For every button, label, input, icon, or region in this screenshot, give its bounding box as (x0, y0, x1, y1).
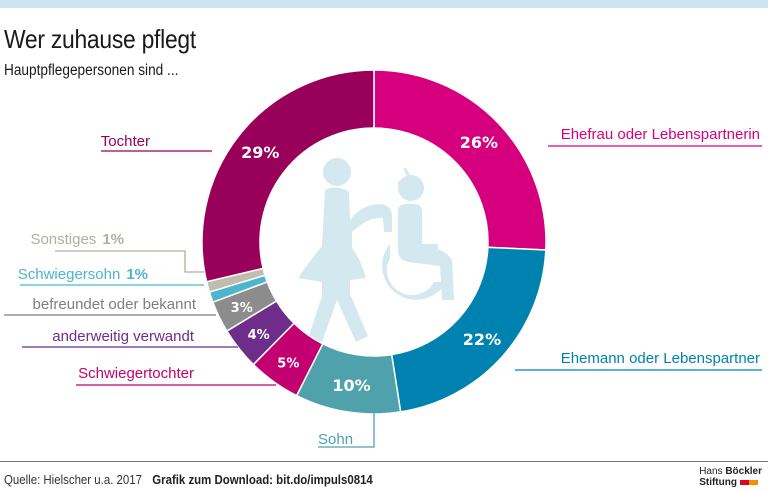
slice-value-sonstiges: 1% (102, 231, 124, 248)
caregiver-wheelchair-icon (298, 158, 454, 342)
slice-value-sohn: 10% (332, 376, 370, 395)
slice-label-anderweitig-verwandt: anderweitig verwandt (52, 328, 195, 345)
source-text: Quelle: Hielscher u.a. 2017 (4, 472, 142, 487)
slice-value-ehefrau-oder-lebenspartnerin: 26% (460, 133, 498, 152)
hans-boeckler-logo: Hans Böckler Stiftung (699, 466, 762, 488)
slice-label-sonstiges: Sonstiges 1% (30, 231, 124, 248)
slice-value-schwiegersohn: 1% (126, 266, 148, 283)
chart-subtitle: Hauptpflegepersonen sind ... (4, 62, 179, 79)
slice-value-ehemann-oder-lebenspartner: 22% (463, 330, 501, 349)
slice-value-befreundet-oder-bekannt: 3% (231, 301, 253, 316)
slice-value-schwiegertochter: 5% (277, 356, 299, 371)
slice-value-tochter: 29% (241, 143, 279, 162)
slice-label-schwiegertochter: Schwiegertochter (78, 365, 194, 382)
download-link[interactable]: Grafik zum Download: bit.do/impuls0814 (152, 472, 373, 487)
slice-label-ehemann-oder-lebenspartner: Ehemann oder Lebenspartner (561, 350, 760, 367)
chart-title: Wer zuhause pflegt (4, 24, 196, 54)
donut-chart: Ehefrau oder Lebenspartnerin Ehemann oder… (4, 69, 762, 448)
slice-label-tochter: Tochter (101, 133, 150, 150)
logo-text-stiftung: Stiftung (699, 477, 737, 489)
slice-label-ehefrau-oder-lebenspartnerin: Ehefrau oder Lebenspartnerin (561, 126, 760, 143)
slice-value-anderweitig-verwandt: 4% (248, 328, 270, 343)
leader-line-sonstiges (55, 250, 204, 273)
slice-ehefrau-oder-lebenspartnerin (373, 69, 547, 251)
slice-label-befreundet-oder-bekannt: befreundet oder bekannt (33, 296, 197, 313)
slice-tochter (201, 69, 375, 283)
footer-divider (0, 461, 768, 462)
slice-label-schwiegersohn: Schwiegersohn 1% (18, 266, 148, 283)
logo-text-boeckler: Böckler (725, 466, 762, 477)
logo-text-hans: Hans (699, 466, 726, 477)
slice-label-sohn: Sohn (318, 431, 353, 448)
footer: Quelle: Hielscher u.a. 2017 Grafik zum D… (4, 472, 373, 487)
top-bar (0, 0, 768, 8)
logo-bars-icon (739, 477, 758, 488)
leader-line-sohn (318, 413, 375, 448)
